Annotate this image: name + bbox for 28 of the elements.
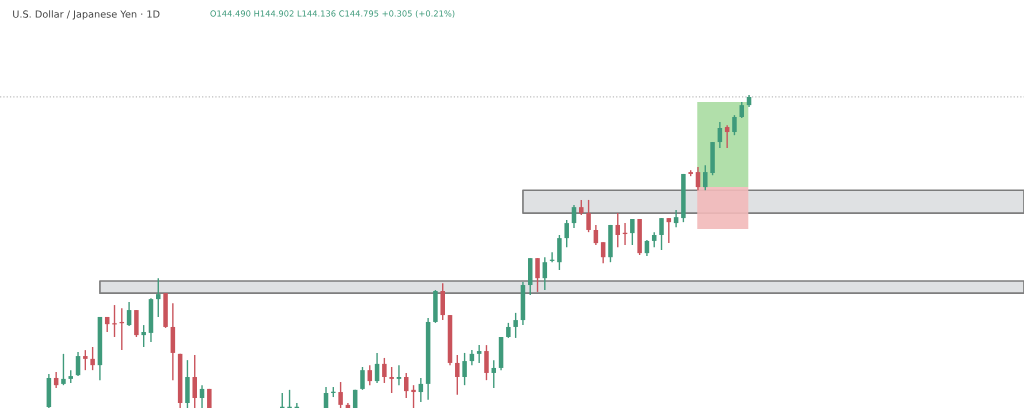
- chart-title: U.S. Dollar / Japanese Yen · 1D: [13, 10, 160, 20]
- candlestick: [462, 352, 467, 386]
- candlestick: [513, 312, 518, 339]
- candlestick: [403, 372, 409, 399]
- candlestick: [732, 114, 737, 136]
- candlestick: [586, 199, 591, 233]
- candlestick: [535, 257, 540, 293]
- candlestick: [156, 277, 161, 318]
- candlestick: [703, 164, 708, 191]
- candlestick: [83, 349, 88, 371]
- text: O144.490 H144.902 L144.136 C144.795 +0.305 (+0.21%): [210, 10, 455, 18]
- candlestick: [659, 217, 664, 251]
- candlestick: [396, 364, 402, 386]
- candlestick: [338, 381, 343, 408]
- candlestick: [360, 366, 365, 391]
- candlestick: [455, 354, 460, 396]
- candlestick: [61, 353, 66, 386]
- candlestick: [382, 357, 387, 384]
- candlestick: [141, 324, 146, 348]
- candlestick: [615, 212, 621, 248]
- candlestick: [192, 354, 197, 408]
- candlestick: [389, 366, 394, 394]
- candlestick: [411, 384, 416, 408]
- candlestick: [630, 218, 635, 246]
- candlestick: [476, 344, 482, 364]
- candlestick: [484, 344, 489, 381]
- candlestick: [90, 346, 95, 371]
- candlestick: [564, 219, 569, 248]
